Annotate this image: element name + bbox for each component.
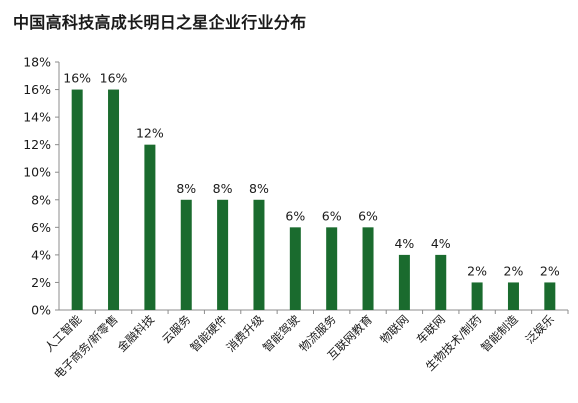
- data-label: 2%: [467, 263, 487, 278]
- bar: [507, 282, 519, 310]
- y-tick-label: 2%: [31, 275, 51, 290]
- data-label: 6%: [358, 208, 378, 223]
- category-label: 智能驾驶: [260, 312, 303, 355]
- bar: [108, 89, 120, 310]
- y-tick-label: 14%: [23, 110, 51, 125]
- bar: [71, 89, 83, 310]
- bar: [217, 199, 229, 310]
- data-label: 8%: [176, 181, 196, 196]
- y-tick-label: 10%: [23, 165, 51, 180]
- bar: [180, 199, 192, 310]
- data-label: 16%: [100, 71, 128, 86]
- bar: [362, 227, 374, 310]
- bar: [435, 254, 447, 310]
- y-tick-label: 4%: [31, 247, 51, 262]
- data-label: 8%: [213, 181, 233, 196]
- data-label: 4%: [431, 236, 451, 251]
- category-label: 物联网: [377, 312, 411, 346]
- bar: [144, 144, 156, 310]
- bar: [471, 282, 483, 310]
- data-label: 8%: [249, 181, 269, 196]
- category-label: 金融科技: [115, 312, 158, 355]
- chart-title: 中国高科技高成长明日之星企业行业分布: [13, 13, 307, 32]
- y-tick-label: 8%: [31, 192, 51, 207]
- category-label: 泛娱乐: [523, 312, 558, 347]
- category-label: 消费升级: [224, 312, 267, 355]
- y-tick-label: 0%: [31, 303, 51, 318]
- bar: [326, 227, 338, 310]
- data-label: 4%: [394, 236, 414, 251]
- data-label: 16%: [63, 71, 91, 86]
- bar: [398, 254, 410, 310]
- data-label: 6%: [285, 208, 305, 223]
- bar: [289, 227, 301, 310]
- y-tick-label: 18%: [23, 55, 51, 70]
- bar: [253, 199, 265, 310]
- data-label: 6%: [322, 208, 342, 223]
- data-label: 2%: [540, 263, 560, 278]
- y-tick-label: 12%: [23, 137, 51, 152]
- bar: [544, 282, 556, 310]
- category-label: 智能硬件: [187, 312, 229, 354]
- category-label: 车联网: [414, 312, 448, 346]
- category-label: 云服务: [159, 312, 194, 347]
- data-label: 12%: [136, 126, 164, 141]
- category-label: 电子商务/新零售: [51, 312, 121, 382]
- y-tick-label: 6%: [31, 220, 51, 235]
- y-tick-label: 16%: [23, 82, 51, 97]
- category-label: 智能制造: [478, 312, 521, 355]
- data-label: 2%: [504, 263, 524, 278]
